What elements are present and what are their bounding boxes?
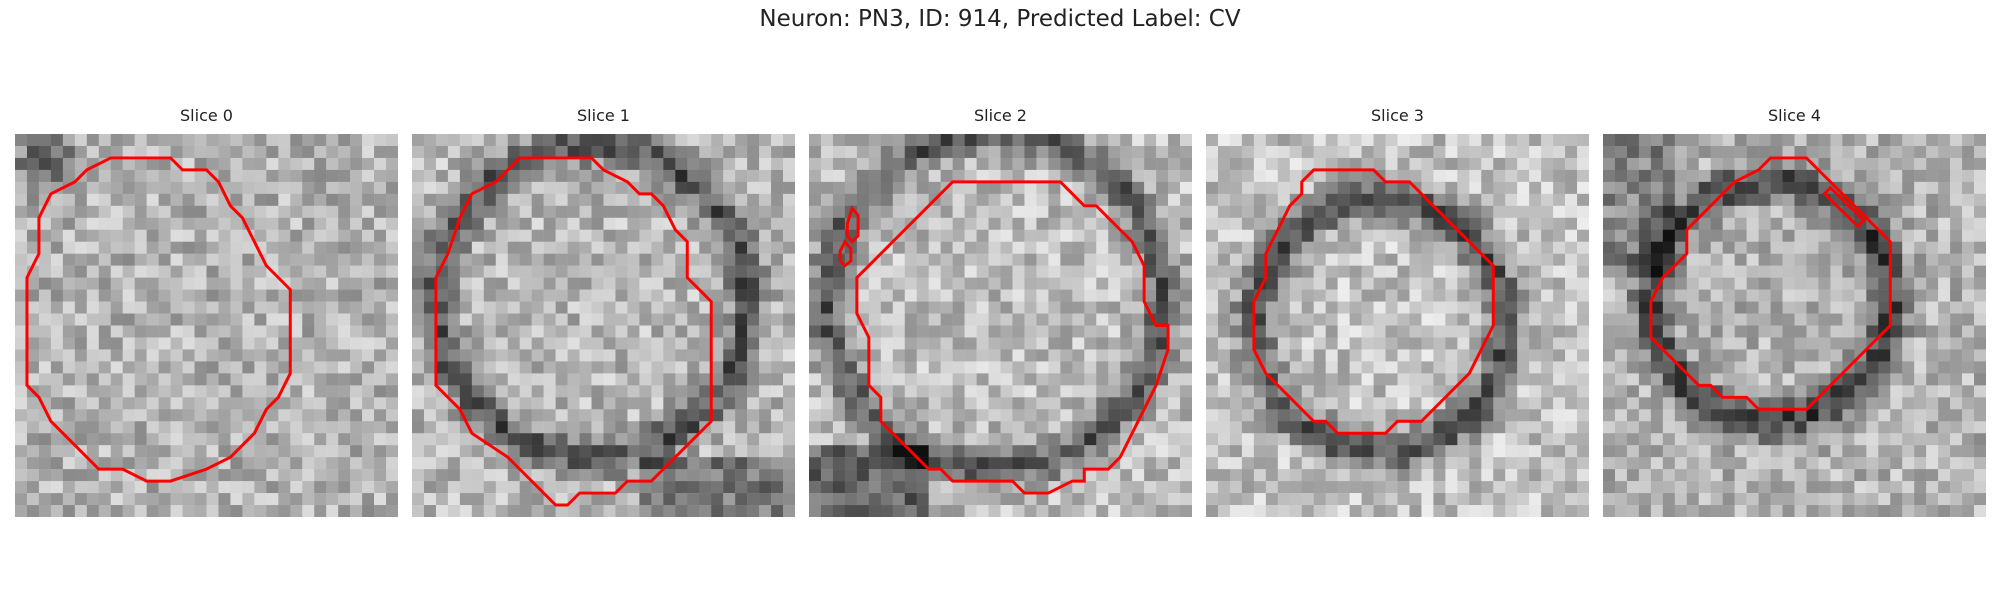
- slice-image-2: [809, 134, 1192, 517]
- slice-image-3: [1206, 134, 1589, 517]
- segmentation-contour: [25, 156, 292, 483]
- segmentation-contour: [1252, 168, 1495, 435]
- segmentation-contour: [434, 156, 713, 507]
- slice-image-1: [412, 134, 795, 517]
- slice-image-0: [15, 134, 398, 517]
- slice-image-4: [1603, 134, 1986, 517]
- slice-title: Slice 4: [1768, 106, 1821, 125]
- slice-title: Slice 0: [180, 106, 233, 125]
- segmentation-fragment: [1822, 185, 1867, 229]
- segmentation-fragment: [845, 205, 860, 244]
- slice-title: Slice 3: [1371, 106, 1424, 125]
- figure-title: Neuron: PN3, ID: 914, Predicted Label: C…: [759, 6, 1241, 32]
- segmentation-contour: [1649, 156, 1892, 411]
- slice-title: Slice 2: [974, 106, 1027, 125]
- segmentation-fragment: [838, 239, 853, 268]
- segmentation-contour: [855, 180, 1170, 495]
- slice-title: Slice 1: [577, 106, 630, 125]
